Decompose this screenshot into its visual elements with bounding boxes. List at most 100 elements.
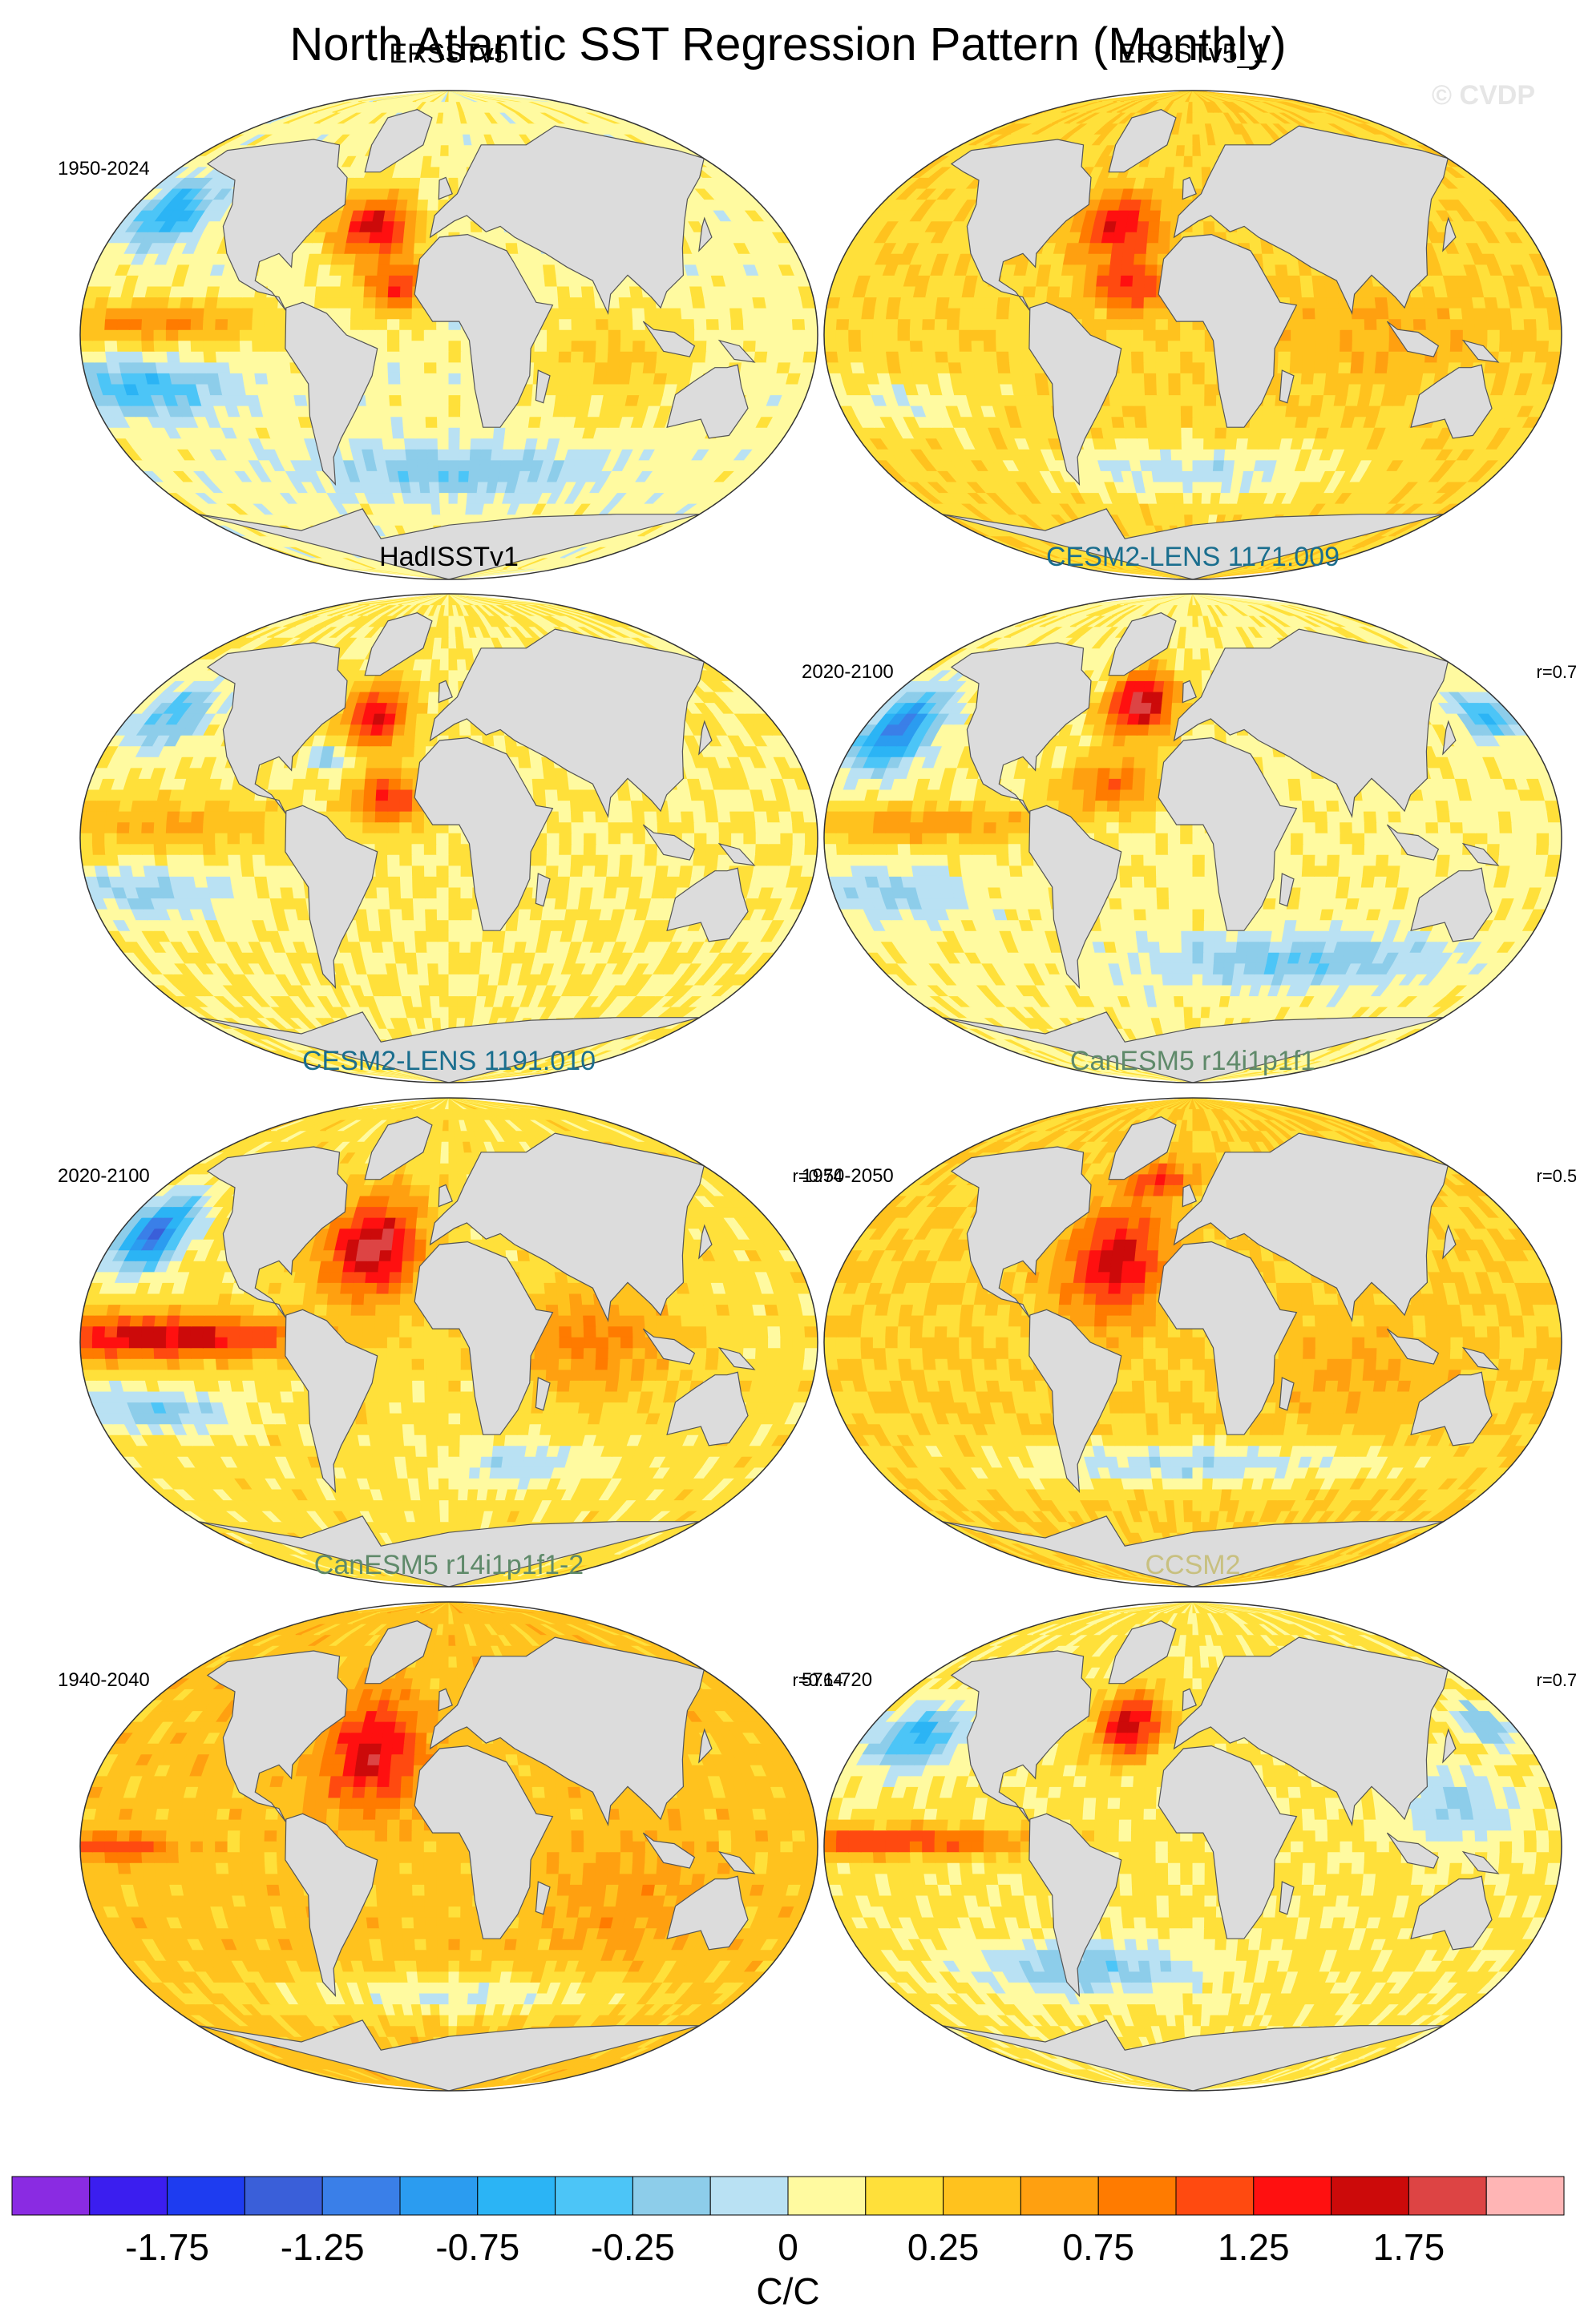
sst-cell — [694, 329, 708, 341]
sst-cell — [370, 220, 385, 232]
sst-cell — [742, 307, 757, 320]
sst-cell — [1012, 383, 1027, 396]
sst-cell — [116, 329, 130, 341]
sst-cell — [436, 350, 450, 363]
sst-cell — [380, 426, 394, 439]
sst-cell — [264, 307, 279, 320]
sst-cell — [1143, 329, 1157, 341]
sst-cell — [983, 329, 997, 341]
sst-cell — [1212, 459, 1226, 471]
sst-cell — [217, 285, 233, 298]
sst-cell — [141, 318, 156, 330]
sst-cell — [1263, 264, 1277, 276]
sst-cell — [996, 340, 1010, 352]
sst-cell — [1290, 318, 1304, 330]
sst-cell — [418, 188, 430, 200]
sst-cell — [280, 274, 295, 287]
sst-cell — [1400, 307, 1414, 320]
sst-cell — [568, 383, 582, 396]
sst-cell — [436, 405, 450, 418]
sst-cell — [1125, 438, 1139, 450]
sst-cell — [1376, 329, 1390, 341]
sst-cell — [657, 318, 671, 330]
sst-cell — [1301, 297, 1315, 309]
sst-cell — [354, 252, 369, 265]
sst-cell — [411, 361, 426, 373]
sst-cell — [1037, 264, 1053, 276]
sst-cell — [1155, 350, 1170, 363]
sst-cell — [1546, 307, 1562, 320]
sst-cell — [1362, 361, 1377, 373]
sst-cell — [946, 329, 960, 341]
sst-cell — [558, 350, 572, 363]
sst-cell — [460, 394, 474, 406]
sst-cell — [1263, 394, 1277, 406]
sst-cell — [1139, 459, 1153, 471]
sst-cell — [691, 297, 706, 309]
sst-cell — [996, 307, 1010, 320]
sst-cell — [1423, 361, 1438, 373]
sst-cell — [1130, 318, 1145, 330]
sst-cell — [153, 318, 168, 330]
sst-cell — [703, 297, 718, 309]
sst-cell — [227, 340, 241, 352]
sst-cell — [1008, 361, 1024, 373]
sst-cell — [460, 372, 474, 385]
sst-cell — [351, 285, 366, 298]
sst-cell — [1192, 426, 1205, 439]
sst-cell — [80, 329, 93, 341]
sst-cell — [416, 199, 430, 211]
sst-cell — [1192, 340, 1206, 352]
sst-cell — [1108, 274, 1122, 287]
sst-cell — [620, 340, 634, 352]
sst-cell — [596, 329, 609, 341]
sst-cell — [278, 372, 293, 385]
sst-cell — [436, 329, 450, 341]
sst-cell — [426, 438, 438, 450]
sst-cell — [1170, 426, 1182, 439]
sst-cell — [402, 416, 415, 428]
sst-cell — [362, 318, 376, 330]
sst-cell — [669, 318, 683, 330]
sst-cell — [128, 318, 143, 330]
sst-cell — [922, 350, 937, 363]
sst-cell — [155, 297, 171, 309]
sst-cell — [1183, 502, 1194, 515]
sst-cell — [1062, 252, 1077, 265]
sst-cell — [1202, 459, 1214, 471]
figure-title: North Atlantic SST Regression Pattern (M… — [289, 18, 1286, 71]
sst-cell — [1388, 350, 1402, 363]
sst-cell — [971, 329, 984, 341]
sst-cell — [764, 361, 779, 373]
sst-cell — [215, 329, 228, 341]
sst-cell — [241, 372, 257, 385]
sst-cell — [802, 307, 818, 320]
sst-cell — [1167, 514, 1178, 526]
sst-cell — [848, 329, 862, 341]
sst-cell — [424, 372, 438, 385]
sst-cell — [1155, 361, 1170, 373]
sst-cell — [706, 329, 720, 341]
sst-cell — [409, 481, 422, 494]
sst-cell — [216, 297, 231, 309]
sst-cell — [460, 361, 475, 373]
sst-cell — [1275, 264, 1289, 276]
sst-cell — [1313, 297, 1328, 309]
sst-cell — [1088, 242, 1102, 254]
sst-cell — [252, 318, 266, 330]
sst-cell — [743, 329, 757, 341]
sst-cell — [1311, 383, 1326, 396]
continent — [666, 364, 749, 439]
sst-cell — [240, 297, 256, 309]
sst-cell — [677, 285, 693, 298]
sst-cell — [1155, 329, 1169, 341]
sst-cell — [1099, 242, 1114, 254]
sst-cell — [1134, 405, 1147, 418]
sst-cell — [1326, 361, 1340, 373]
sst-cell — [493, 426, 507, 439]
continent — [698, 216, 713, 252]
sst-cell — [1486, 340, 1501, 352]
sst-cell — [1192, 383, 1206, 396]
continent — [535, 369, 551, 404]
sst-cell — [1461, 307, 1476, 320]
